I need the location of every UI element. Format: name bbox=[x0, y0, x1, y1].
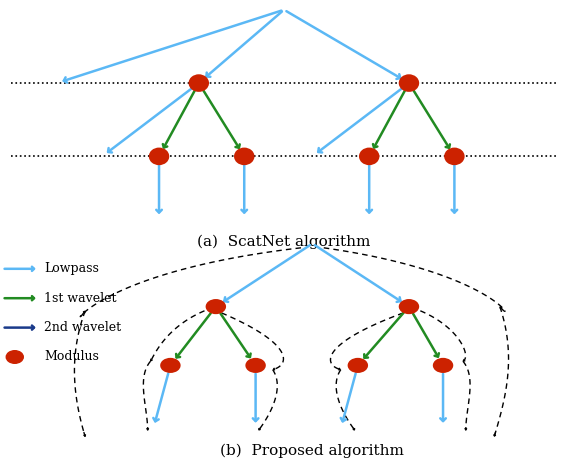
Circle shape bbox=[433, 358, 453, 373]
Text: Lowpass: Lowpass bbox=[44, 262, 99, 275]
Circle shape bbox=[399, 74, 419, 92]
Circle shape bbox=[245, 358, 266, 373]
Circle shape bbox=[149, 147, 169, 165]
Circle shape bbox=[189, 74, 209, 92]
Circle shape bbox=[444, 147, 465, 165]
Text: (b)  Proposed algorithm: (b) Proposed algorithm bbox=[220, 444, 404, 458]
Text: Modulus: Modulus bbox=[44, 351, 99, 364]
Circle shape bbox=[234, 147, 254, 165]
Circle shape bbox=[160, 358, 181, 373]
Circle shape bbox=[399, 299, 419, 314]
Text: (a)  ScatNet algorithm: (a) ScatNet algorithm bbox=[197, 235, 371, 249]
Circle shape bbox=[348, 358, 368, 373]
Circle shape bbox=[359, 147, 379, 165]
Circle shape bbox=[6, 351, 23, 363]
Text: 1st wavelet: 1st wavelet bbox=[44, 292, 117, 305]
Text: 2nd wavelet: 2nd wavelet bbox=[44, 321, 122, 334]
Circle shape bbox=[206, 299, 226, 314]
